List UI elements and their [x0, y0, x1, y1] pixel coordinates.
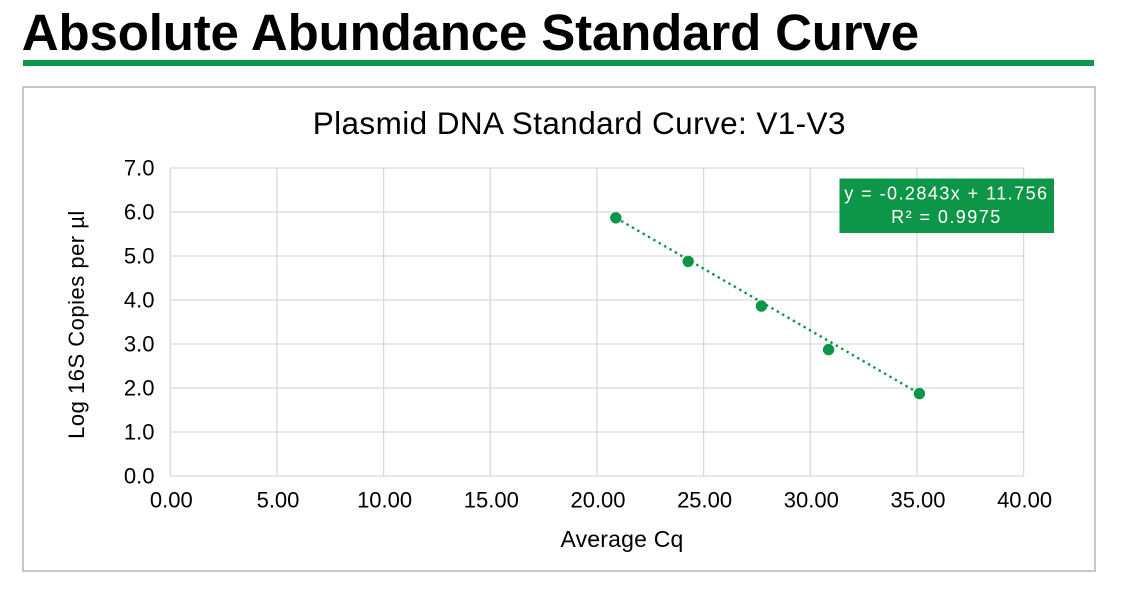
svg-text:20.00: 20.00	[570, 487, 625, 512]
svg-text:10.00: 10.00	[357, 487, 412, 512]
svg-text:4.0: 4.0	[124, 288, 155, 313]
svg-text:y = -0.2843x + 11.756: y = -0.2843x + 11.756	[844, 184, 1048, 204]
svg-text:30.00: 30.00	[784, 487, 839, 512]
svg-text:0.00: 0.00	[150, 487, 193, 512]
svg-text:R² = 0.9975: R² = 0.9975	[891, 207, 1002, 227]
svg-text:2.0: 2.0	[124, 376, 155, 401]
svg-text:Log 16S Copies per µl: Log 16S Copies per µl	[64, 210, 89, 439]
svg-text:Average Cq: Average Cq	[560, 526, 683, 552]
svg-text:5.0: 5.0	[124, 244, 155, 269]
svg-text:25.00: 25.00	[677, 487, 732, 512]
svg-text:15.00: 15.00	[464, 487, 519, 512]
svg-text:6.0: 6.0	[124, 200, 155, 225]
svg-text:35.00: 35.00	[890, 487, 945, 512]
svg-text:Plasmid DNA Standard Curve: V1: Plasmid DNA Standard Curve: V1-V3	[313, 105, 846, 141]
svg-text:3.0: 3.0	[124, 332, 155, 357]
svg-text:0.0: 0.0	[124, 464, 155, 489]
svg-text:7.0: 7.0	[124, 156, 155, 181]
svg-text:5.00: 5.00	[257, 487, 300, 512]
svg-text:40.00: 40.00	[997, 487, 1052, 512]
svg-text:1.0: 1.0	[124, 420, 155, 445]
